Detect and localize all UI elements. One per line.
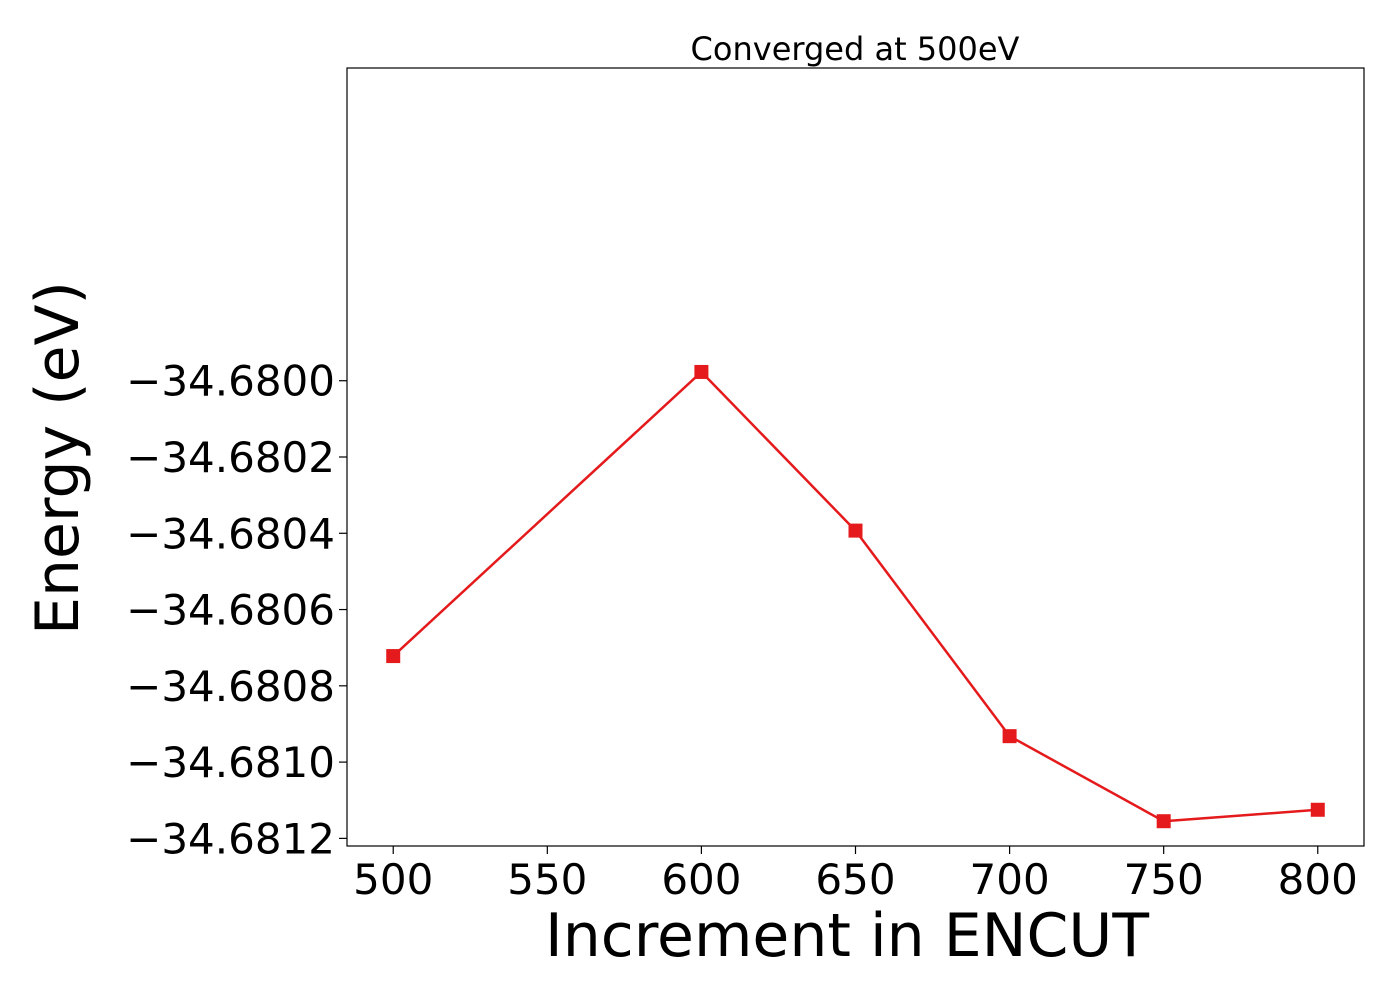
y-tick-label: −34.6802	[126, 433, 335, 482]
data-point-marker	[1002, 729, 1017, 744]
y-tick-label: −34.6812	[126, 814, 335, 863]
series-line	[392, 370, 1318, 823]
y-axis-ticks: −34.6800 −34.6802 −34.6804 −34.6806 −34.6808…	[126, 357, 347, 863]
x-tick-label: 750	[1124, 855, 1204, 904]
plot-area-frame	[346, 67, 1365, 847]
x-tick-label: 650	[815, 855, 895, 904]
y-tick-label: −34.6810	[126, 738, 335, 787]
data-point-marker	[1310, 802, 1325, 817]
y-tick-label: −34.6800	[126, 357, 335, 406]
y-tick-label: −34.6806	[126, 586, 335, 635]
x-tick-label: 500	[353, 855, 433, 904]
x-tick-label: 800	[1278, 855, 1358, 904]
chart-title: Converged at 500eV	[691, 30, 1020, 68]
x-tick-label: 700	[970, 855, 1050, 904]
x-tick-label: 550	[507, 855, 587, 904]
y-tick-label: −34.6804	[126, 509, 335, 558]
x-axis-label: Increment in ENCUT	[545, 901, 1149, 971]
series-layer	[386, 364, 1325, 829]
data-point-marker	[386, 649, 401, 664]
y-tick-label: −34.6808	[126, 662, 335, 711]
data-point-marker	[848, 523, 863, 538]
x-tick-label: 600	[661, 855, 741, 904]
data-point-marker	[1156, 814, 1171, 829]
data-point-marker	[694, 364, 709, 379]
y-axis-label: Energy (eV)	[23, 281, 93, 635]
x-axis-ticks: 500 550 600 650 700 750 800	[353, 846, 1358, 904]
